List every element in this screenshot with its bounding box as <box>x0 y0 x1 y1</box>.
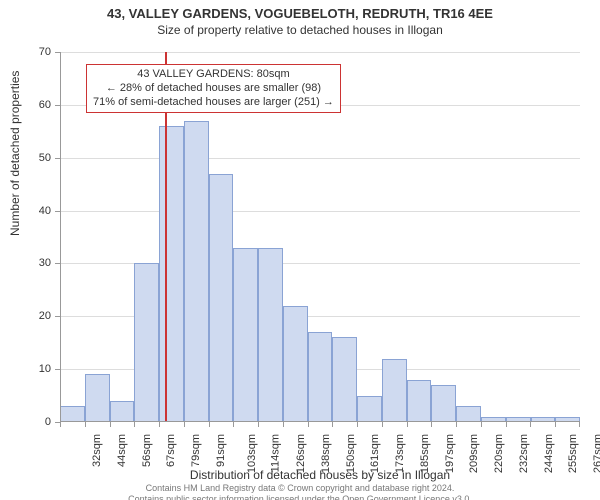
x-tick <box>85 422 86 427</box>
x-tick <box>258 422 259 427</box>
x-tick-label: 91sqm <box>215 434 227 467</box>
callout-line2: ← 28% of detached houses are smaller (98… <box>93 82 334 96</box>
x-tick <box>332 422 333 427</box>
histogram-bar <box>382 359 407 422</box>
x-axis-title: Distribution of detached houses by size … <box>60 468 580 482</box>
footer-line1: Contains HM Land Registry data © Crown c… <box>0 483 600 493</box>
callout-line3: 71% of semi-detached houses are larger (… <box>93 96 334 110</box>
histogram-bar <box>85 374 110 422</box>
y-tick-label: 40 <box>6 205 51 217</box>
chart-container: 43, VALLEY GARDENS, VOGUEBELOTH, REDRUTH… <box>0 6 600 500</box>
y-tick-label: 60 <box>6 99 51 111</box>
x-tick <box>431 422 432 427</box>
x-tick <box>579 422 580 427</box>
chart-footer: Contains HM Land Registry data © Crown c… <box>0 483 600 500</box>
y-tick <box>55 369 60 370</box>
histogram-bar <box>456 406 481 422</box>
y-tick-label: 70 <box>6 46 51 58</box>
plot-area: 43 VALLEY GARDENS: 80sqm ← 28% of detach… <box>60 52 580 422</box>
x-tick <box>407 422 408 427</box>
histogram-bar <box>283 306 308 422</box>
x-tick-label: 67sqm <box>165 434 177 467</box>
x-tick-label: 32sqm <box>91 434 103 467</box>
x-tick <box>134 422 135 427</box>
histogram-bar <box>159 126 184 422</box>
y-tick-label: 50 <box>6 152 51 164</box>
x-tick <box>209 422 210 427</box>
x-tick-label: 79sqm <box>190 434 202 467</box>
y-tick-label: 20 <box>6 310 51 322</box>
x-tick <box>481 422 482 427</box>
x-tick <box>159 422 160 427</box>
x-tick <box>530 422 531 427</box>
histogram-bar <box>258 248 283 422</box>
x-tick <box>184 422 185 427</box>
y-tick-label: 10 <box>6 363 51 375</box>
x-tick <box>506 422 507 427</box>
chart-title-sub: Size of property relative to detached ho… <box>0 23 600 37</box>
y-axis-labels: 010203040506070 <box>0 52 55 422</box>
y-tick <box>55 263 60 264</box>
x-tick-label: 114sqm <box>270 434 282 472</box>
histogram-bar <box>110 401 135 422</box>
y-tick <box>55 211 60 212</box>
y-tick <box>55 316 60 317</box>
chart-title-main: 43, VALLEY GARDENS, VOGUEBELOTH, REDRUTH… <box>0 6 600 21</box>
callout-line1: 43 VALLEY GARDENS: 80sqm <box>93 68 334 82</box>
histogram-bar <box>407 380 432 422</box>
y-tick-label: 30 <box>6 257 51 269</box>
y-tick <box>55 158 60 159</box>
x-axis-line <box>60 421 580 422</box>
x-tick-label: 267sqm <box>592 434 600 473</box>
y-axis-line <box>60 52 61 422</box>
histogram-bar <box>233 248 258 422</box>
histogram-bar <box>431 385 456 422</box>
x-tick <box>283 422 284 427</box>
x-tick <box>308 422 309 427</box>
x-tick <box>555 422 556 427</box>
histogram-bar <box>60 406 85 422</box>
x-tick <box>357 422 358 427</box>
x-axis-labels: 32sqm44sqm56sqm67sqm79sqm91sqm103sqm114s… <box>60 428 580 470</box>
histogram-bar <box>332 337 357 422</box>
x-tick <box>60 422 61 427</box>
x-tick-label: 44sqm <box>116 434 128 467</box>
histogram-bar <box>209 174 234 422</box>
reference-callout: 43 VALLEY GARDENS: 80sqm ← 28% of detach… <box>86 64 341 113</box>
histogram-bar <box>184 121 209 422</box>
footer-line2: Contains public sector information licen… <box>0 494 600 500</box>
y-tick <box>55 105 60 106</box>
y-tick <box>55 52 60 53</box>
histogram-bar <box>357 396 382 422</box>
x-tick <box>382 422 383 427</box>
x-tick-label: 56sqm <box>141 434 153 467</box>
x-tick <box>233 422 234 427</box>
histogram-bar <box>134 263 159 422</box>
x-tick <box>110 422 111 427</box>
x-tick <box>456 422 457 427</box>
y-tick-label: 0 <box>6 416 51 428</box>
histogram-bar <box>308 332 333 422</box>
